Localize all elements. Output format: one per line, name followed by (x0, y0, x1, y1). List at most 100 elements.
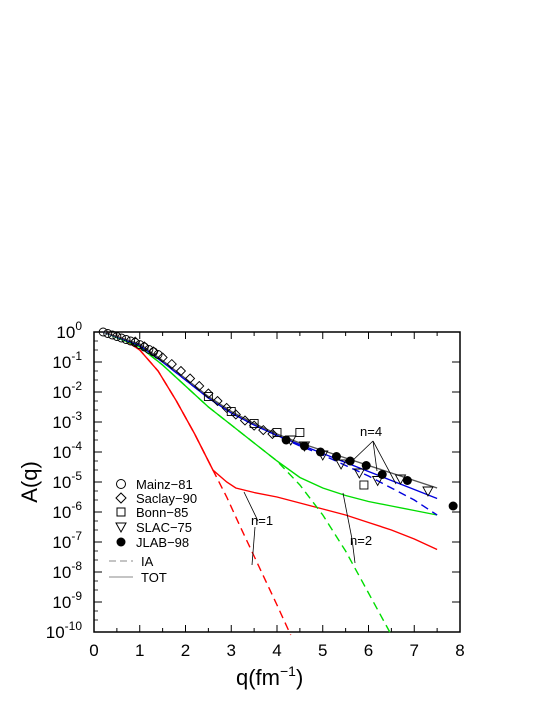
curve-3 (102, 331, 438, 516)
axis-ticks: 0 1 2 3 4 5 6 7 8 100 10-1 10-2 10-3 10-4 10-5 10-6 10-7… (46, 319, 465, 660)
marker-mainz (153, 350, 163, 359)
y-tick-label: 10-2 (52, 379, 82, 402)
x-tick-label: 5 (318, 641, 327, 660)
legend-item-ia: IA (109, 554, 154, 569)
marker-mainz (116, 333, 126, 343)
marker-saclay (175, 365, 187, 377)
y-tick-label: 100 (56, 319, 82, 342)
y-tick-label: 10-10 (46, 619, 83, 642)
legend-label-jlab: JLAB−98 (136, 535, 189, 550)
circle-filled-icon (116, 537, 126, 547)
marker-saclay (230, 409, 241, 420)
marker-bonn (226, 407, 236, 416)
marker-saclay (157, 352, 168, 363)
marker-slac (335, 459, 347, 470)
marker-jlab (315, 447, 325, 457)
x-tick-label: 4 (272, 641, 281, 660)
x-axis-label-base: q(fm (236, 665, 280, 690)
marker-bonn (272, 428, 282, 437)
y-axis-label: A(q) (17, 461, 42, 503)
marker-saclay (139, 341, 150, 352)
marker-slac (422, 486, 434, 497)
marker-mainz (144, 344, 154, 354)
marker-bonn (359, 480, 369, 490)
marker-saclay (221, 402, 232, 414)
marker-jlab (402, 476, 412, 485)
marker-saclay (203, 388, 214, 399)
x-tick-label: 6 (364, 641, 373, 660)
marker-slac (353, 468, 366, 479)
legend-label-tot: TOT (141, 570, 167, 585)
x-axis-label-sup: −1 (280, 663, 296, 679)
circle-open-icon (116, 479, 126, 489)
triangle-down-open-icon (115, 522, 127, 534)
marker-mainz (135, 340, 145, 350)
marker-saclay (258, 424, 269, 436)
x-axis-label-tail: ) (296, 665, 303, 690)
x-tick-label: 0 (89, 641, 98, 660)
marker-saclay (267, 428, 278, 440)
legend-item-tot: TOT (109, 570, 167, 585)
y-tick-label: 10-8 (52, 559, 82, 582)
marker-jlab (299, 441, 309, 451)
marker-mainz (121, 335, 131, 344)
annotations: n=1 n=2 n=4 (251, 424, 382, 548)
x-tick-label: 7 (410, 641, 419, 660)
legend-item-mainz: Mainz−81 (116, 477, 193, 492)
marker-jlab (331, 452, 341, 461)
legend-label-mainz: Mainz−81 (136, 477, 193, 492)
y-tick-label: 10-9 (52, 589, 82, 612)
marker-mainz (103, 329, 113, 338)
legend-label-saclay: Saclay−90 (136, 491, 197, 506)
x-tick-label: 8 (455, 641, 464, 660)
marker-mainz (126, 336, 136, 346)
annotation-leaders (243, 440, 397, 566)
legend-label-ia: IA (141, 554, 154, 569)
x-tick-label: 3 (227, 641, 236, 660)
marker-saclay (239, 415, 251, 426)
marker-mainz (112, 332, 122, 341)
legend-item-slac: SLAC−75 (115, 520, 192, 535)
marker-saclay (248, 420, 260, 431)
marker-jlab (345, 456, 355, 466)
marker-jlab (448, 501, 458, 511)
legend: Mainz−81 Saclay−90 Bonn−85 SLAC−75 JLAB−… (109, 477, 197, 585)
marker-bonn (249, 419, 259, 428)
marker-saclay (194, 380, 205, 392)
legend-label-bonn: Bonn−85 (136, 505, 188, 520)
curve-0 (102, 331, 292, 636)
y-tick-label: 10-5 (52, 469, 82, 492)
x-axis-label: q(fm−1) (236, 663, 303, 690)
legend-label-slac: SLAC−75 (136, 520, 192, 535)
marker-saclay (130, 336, 141, 347)
square-open-icon (116, 507, 126, 517)
annotation-n4: n=4 (360, 424, 382, 439)
marker-saclay (212, 395, 223, 407)
marker-bonn (203, 392, 213, 401)
marker-jlab (377, 470, 387, 479)
curve-1 (102, 331, 438, 551)
marker-slac (371, 476, 384, 487)
marker-saclay (184, 373, 196, 384)
y-tick-label: 10-1 (52, 349, 82, 372)
data-markers (98, 327, 458, 511)
y-tick-label: 10-6 (52, 499, 82, 522)
marker-bonn (295, 428, 305, 437)
marker-jlab (361, 461, 371, 470)
marker-saclay (148, 346, 159, 357)
x-tick-label: 2 (181, 641, 190, 660)
x-tick-label: 1 (135, 641, 144, 660)
legend-item-saclay: Saclay−90 (115, 491, 197, 506)
diamond-open-icon (115, 492, 127, 504)
legend-item-jlab: JLAB−98 (116, 535, 189, 550)
y-tick-label: 10-3 (52, 409, 82, 432)
legend-item-bonn: Bonn−85 (116, 505, 188, 520)
annotation-n2: n=2 (350, 533, 372, 548)
marker-mainz (98, 327, 108, 337)
marker-saclay (166, 358, 177, 370)
marker-jlab (281, 435, 291, 445)
marker-mainz (107, 330, 117, 340)
y-tick-label: 10-4 (52, 439, 82, 462)
annotation-n1: n=1 (251, 513, 273, 528)
